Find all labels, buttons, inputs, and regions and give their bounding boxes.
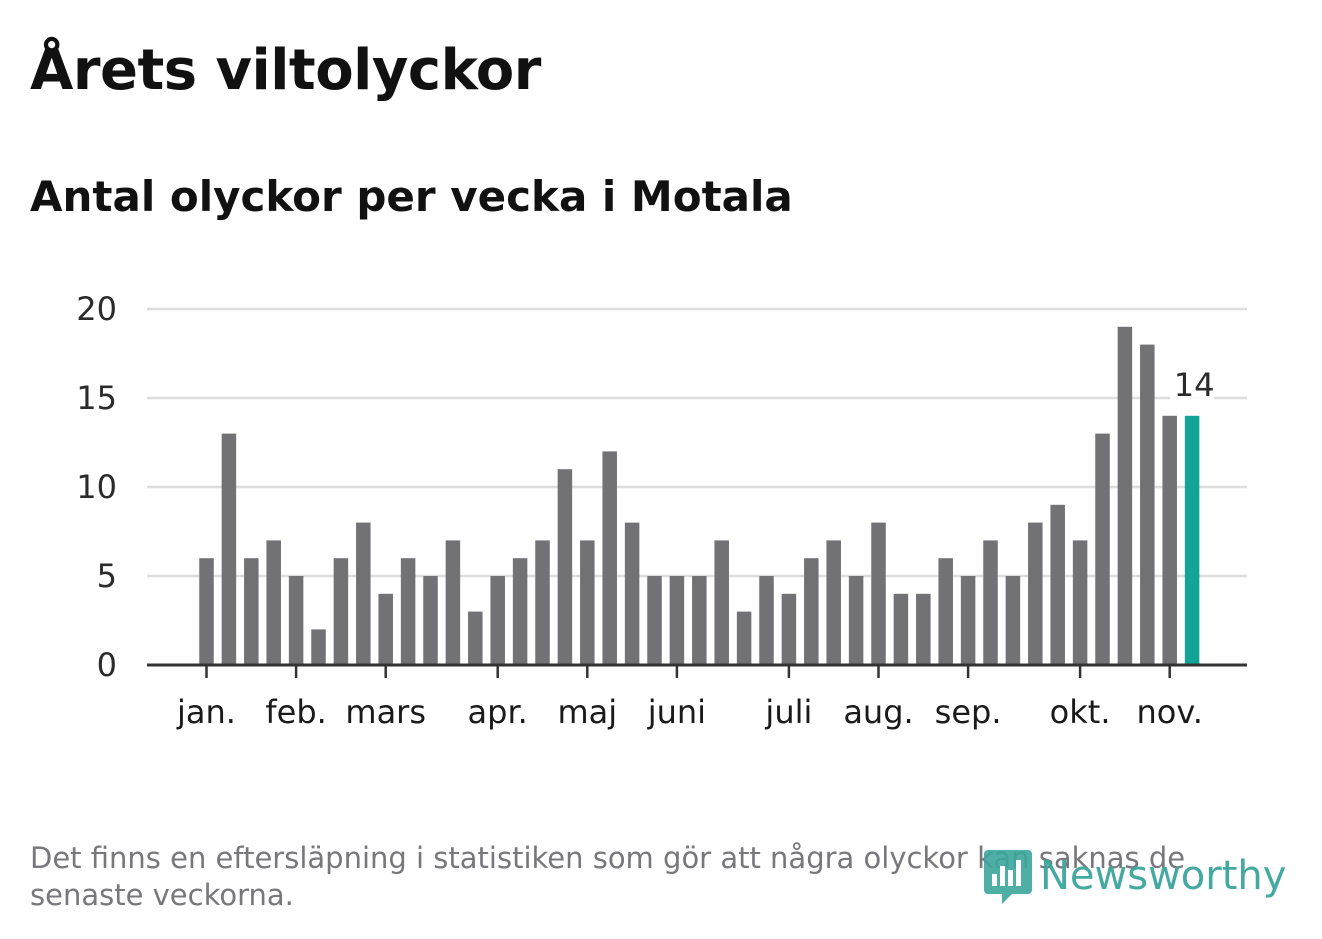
chart-title: Årets viltolyckor	[30, 38, 541, 103]
x-tick-label: jan.	[176, 693, 236, 731]
bar	[602, 451, 617, 665]
bar	[311, 629, 326, 665]
bar	[1028, 522, 1043, 665]
bar	[781, 593, 797, 665]
bar	[1095, 433, 1110, 665]
bar	[1162, 415, 1177, 665]
bar	[938, 558, 953, 665]
bar	[445, 540, 461, 665]
bar	[983, 540, 998, 665]
bar	[669, 576, 685, 665]
bar	[804, 558, 819, 665]
bar	[333, 558, 349, 665]
bar	[759, 576, 774, 665]
bar	[1117, 326, 1133, 665]
bar	[647, 576, 662, 665]
bar	[490, 576, 505, 665]
bar	[736, 611, 752, 665]
bar	[916, 593, 931, 665]
bar	[848, 576, 864, 665]
bar	[535, 540, 550, 665]
bar	[714, 540, 729, 665]
bar	[356, 522, 371, 665]
highlight-bar	[1184, 415, 1200, 665]
bar	[400, 558, 416, 665]
x-tick-label: feb.	[265, 693, 326, 731]
bar	[244, 558, 259, 665]
data-label: 14	[1174, 366, 1215, 404]
bar	[199, 558, 214, 665]
y-tick-label: 5	[97, 557, 117, 595]
bar	[1005, 576, 1021, 665]
bar	[1072, 540, 1088, 665]
bar	[1050, 504, 1065, 665]
bar	[266, 540, 281, 665]
chart-subtitle: Antal olyckor per vecka i Motala	[30, 172, 793, 221]
bar	[893, 593, 909, 665]
y-tick-label: 15	[76, 379, 117, 417]
x-tick-label: aug.	[843, 693, 913, 731]
bar	[826, 540, 841, 665]
x-tick-label: maj	[557, 693, 617, 731]
x-tick-label: apr.	[468, 693, 528, 731]
bar-chart-icon	[984, 850, 1032, 904]
bar	[624, 522, 640, 665]
bar	[580, 540, 595, 665]
y-tick-label: 10	[76, 468, 117, 506]
x-tick-label: nov.	[1136, 693, 1202, 731]
bar	[378, 593, 393, 665]
data-label-background	[1170, 369, 1215, 404]
logo-text: Newsworthy	[1040, 853, 1287, 899]
x-tick-label: juni	[647, 693, 706, 731]
x-tick-label: sep.	[935, 693, 1002, 731]
newsworthy-logo: Newsworthy	[982, 846, 1286, 906]
y-tick-label: 0	[97, 646, 117, 684]
bar	[692, 576, 707, 665]
bar	[960, 576, 976, 665]
bar	[221, 433, 237, 665]
bar	[871, 522, 886, 665]
bar	[288, 576, 304, 665]
bar	[423, 576, 438, 665]
x-tick-label: juli	[764, 693, 812, 731]
x-tick-label: okt.	[1050, 693, 1111, 731]
x-tick-label: mars	[345, 693, 426, 731]
bar	[557, 469, 573, 665]
y-tick-label: 20	[76, 290, 117, 328]
bar	[468, 611, 483, 665]
bar	[512, 558, 528, 665]
bar	[1140, 344, 1155, 665]
bar-chart: 0 5 10 15 20 14 jan. feb. mars apr. maj juni juli aug…	[76, 290, 1247, 731]
